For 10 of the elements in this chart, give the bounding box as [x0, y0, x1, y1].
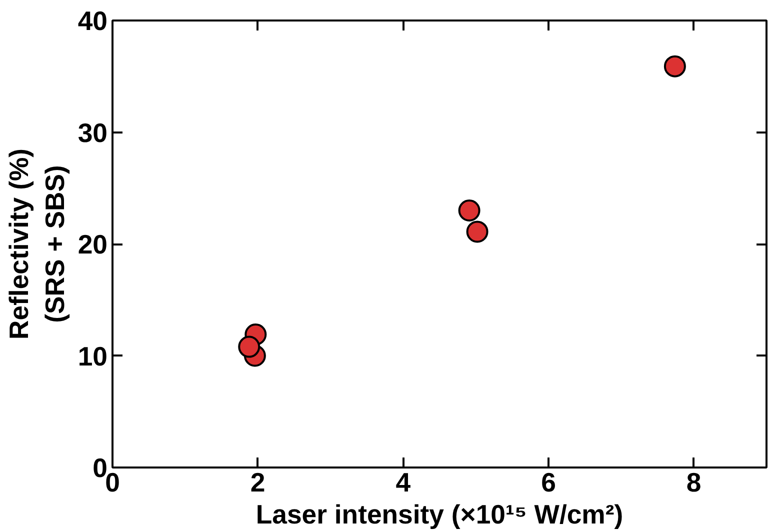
- x-tick-label: 4: [396, 468, 411, 498]
- y-tick-label: 40: [78, 6, 108, 36]
- x-tick-label: 2: [250, 468, 266, 498]
- x-tick-label: 6: [541, 468, 556, 498]
- y-tick-label: 20: [78, 230, 108, 260]
- x-axis-title: Laser intensity (×10¹⁵ W/cm²): [256, 500, 624, 530]
- y-axis-title: Reflectivity (%) (SRS + SBS): [4, 148, 70, 340]
- y-tick-label: 30: [78, 118, 108, 148]
- y-tick-label: 10: [78, 341, 108, 372]
- x-tick-label: 8: [686, 468, 702, 498]
